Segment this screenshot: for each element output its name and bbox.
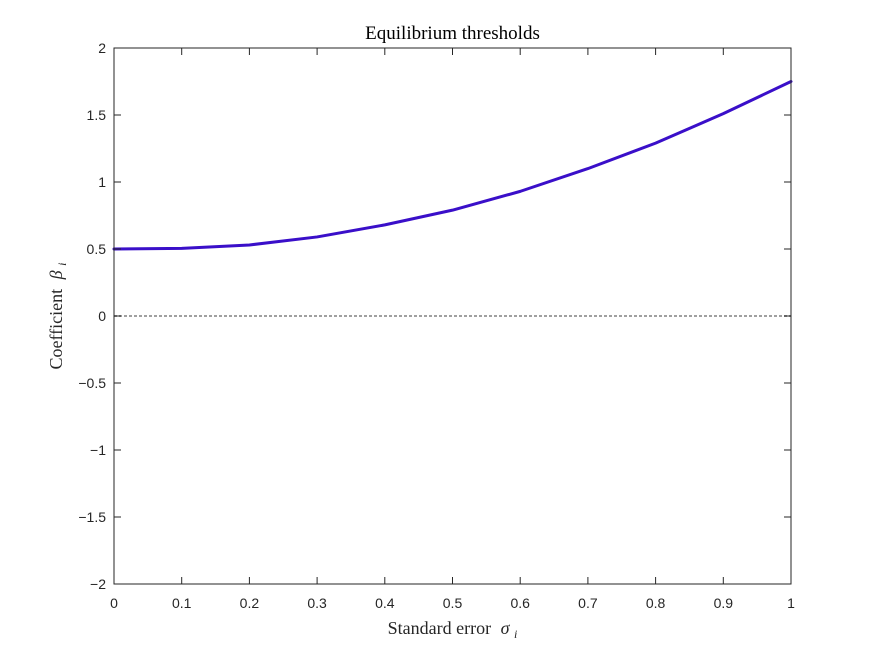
x-tick-label: 0.7 xyxy=(578,595,598,611)
chart-title: Equilibrium thresholds xyxy=(365,23,540,44)
x-tick-label: 0 xyxy=(110,595,118,611)
y-tick-label: −0.5 xyxy=(78,375,106,391)
series-layer xyxy=(112,80,793,251)
x-axis-title: Standard error σ i xyxy=(388,618,518,641)
x-axis-title-text: Standard error xyxy=(388,618,491,638)
y-axis-title-text: Coefficient xyxy=(46,289,66,370)
y-tick-label: 0.5 xyxy=(87,241,107,257)
x-tick-label: 0.1 xyxy=(172,595,192,611)
y-axis-title: Coefficient β i xyxy=(46,263,69,370)
x-axis-title-symbol: σ xyxy=(501,618,511,638)
tick-layer: 0 0.1 0.2 0.3 0.4 0.5 0.6 0.7 0.8 0.9 1 2 1.5 1 0.5 0 −0… xyxy=(78,40,795,611)
y-tick-label: 1 xyxy=(98,174,106,190)
x-tick-label: 0.4 xyxy=(375,595,395,611)
x-tick-label: 0.2 xyxy=(240,595,260,611)
x-tick-label: 0.6 xyxy=(510,595,530,611)
y-tick-label: 0 xyxy=(98,308,106,324)
x-axis-title-subscript: i xyxy=(514,627,517,641)
y-tick-label: −2 xyxy=(90,576,106,592)
x-tick-label: 0.5 xyxy=(443,595,463,611)
x-tick-label: 1 xyxy=(787,595,795,611)
y-tick-label: 1.5 xyxy=(87,107,107,123)
y-axis-title-subscript: i xyxy=(55,263,69,266)
x-tick-label: 0.9 xyxy=(714,595,734,611)
y-tick-label: −1 xyxy=(90,442,106,458)
y-tick-label: 2 xyxy=(98,40,106,56)
series-line xyxy=(112,80,793,251)
x-tick-label: 0.3 xyxy=(307,595,327,611)
y-tick-label: −1.5 xyxy=(78,509,106,525)
y-axis-title-symbol: β xyxy=(46,270,66,280)
x-tick-label: 0.8 xyxy=(646,595,666,611)
